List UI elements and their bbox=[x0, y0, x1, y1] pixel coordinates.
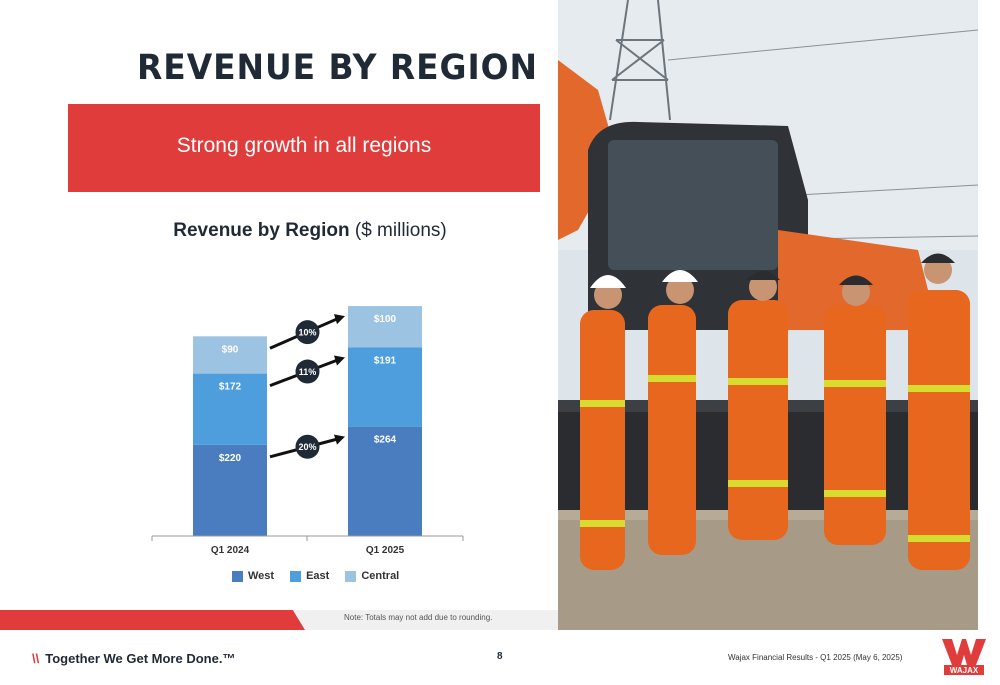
worker-photo bbox=[558, 0, 978, 630]
growth-arrow-head bbox=[334, 434, 345, 445]
bar-segment-west bbox=[193, 444, 267, 536]
growth-badge bbox=[295, 434, 320, 459]
legend-item-west: West bbox=[232, 570, 274, 582]
tagline-text: Together We Get More Done.™ bbox=[45, 651, 236, 666]
growth-label: 11% bbox=[299, 367, 317, 377]
legend-swatch bbox=[345, 570, 357, 582]
growth-label: 10% bbox=[298, 328, 316, 338]
footer-accent-stripe bbox=[0, 610, 305, 630]
data-label: $90 bbox=[222, 344, 239, 355]
footer bbox=[0, 630, 1000, 685]
growth-arrow-head bbox=[334, 355, 345, 366]
banner-text: Strong growth in all regions bbox=[176, 134, 432, 157]
growth-arrow-head bbox=[334, 314, 345, 325]
legend-swatch bbox=[290, 570, 302, 582]
data-label: $220 bbox=[219, 453, 242, 464]
bar-segment-central bbox=[348, 306, 422, 348]
growth-label: 20% bbox=[298, 442, 316, 452]
bar-segment-east bbox=[193, 373, 267, 445]
data-label: $100 bbox=[374, 314, 397, 325]
data-label: $264 bbox=[374, 435, 397, 446]
legend-item-central: Central bbox=[345, 570, 399, 582]
data-label: $172 bbox=[219, 382, 242, 393]
subtitle-banner: Strong growth in all regions bbox=[68, 104, 540, 192]
growth-badge bbox=[295, 359, 320, 384]
chart-legend: West East Central bbox=[232, 570, 399, 582]
legend-label: Central bbox=[361, 570, 400, 582]
chart-title-main: Revenue by Region bbox=[173, 220, 350, 241]
chart-title: Revenue by Region ($ millions) bbox=[0, 220, 620, 242]
tagline-slashes: \\ bbox=[32, 651, 40, 666]
wajax-logo: WAJAX bbox=[940, 637, 988, 677]
legend-swatch bbox=[232, 570, 243, 582]
svg-text:WAJAX: WAJAX bbox=[950, 666, 979, 675]
page-title: REVENUE BY REGION bbox=[137, 48, 539, 88]
bar-segment-central bbox=[193, 336, 267, 374]
x-tick-label: Q1 2024 bbox=[211, 545, 250, 556]
legend-item-east: East bbox=[290, 570, 329, 582]
bar-segment-west bbox=[348, 426, 422, 536]
growth-badge bbox=[295, 320, 320, 345]
bar-segment-east bbox=[348, 347, 422, 427]
tagline: \\ Together We Get More Done.™ bbox=[32, 651, 235, 666]
legend-label: West bbox=[248, 570, 275, 582]
data-label: $191 bbox=[374, 355, 397, 366]
x-tick-label: Q1 2025 bbox=[366, 545, 405, 556]
page-number: 8 bbox=[497, 651, 503, 662]
legend-label: East bbox=[306, 570, 330, 582]
rounding-note: Note: Totals may not add due to rounding… bbox=[344, 613, 493, 622]
footer-source: Wajax Financial Results - Q1 2025 (May 6… bbox=[728, 653, 903, 662]
chart-title-unit: ($ millions) bbox=[349, 220, 447, 241]
revenue-chart: $220 $172 $90 $264 $191 $100 20% 11% 10% Q1 202… bbox=[151, 306, 464, 556]
